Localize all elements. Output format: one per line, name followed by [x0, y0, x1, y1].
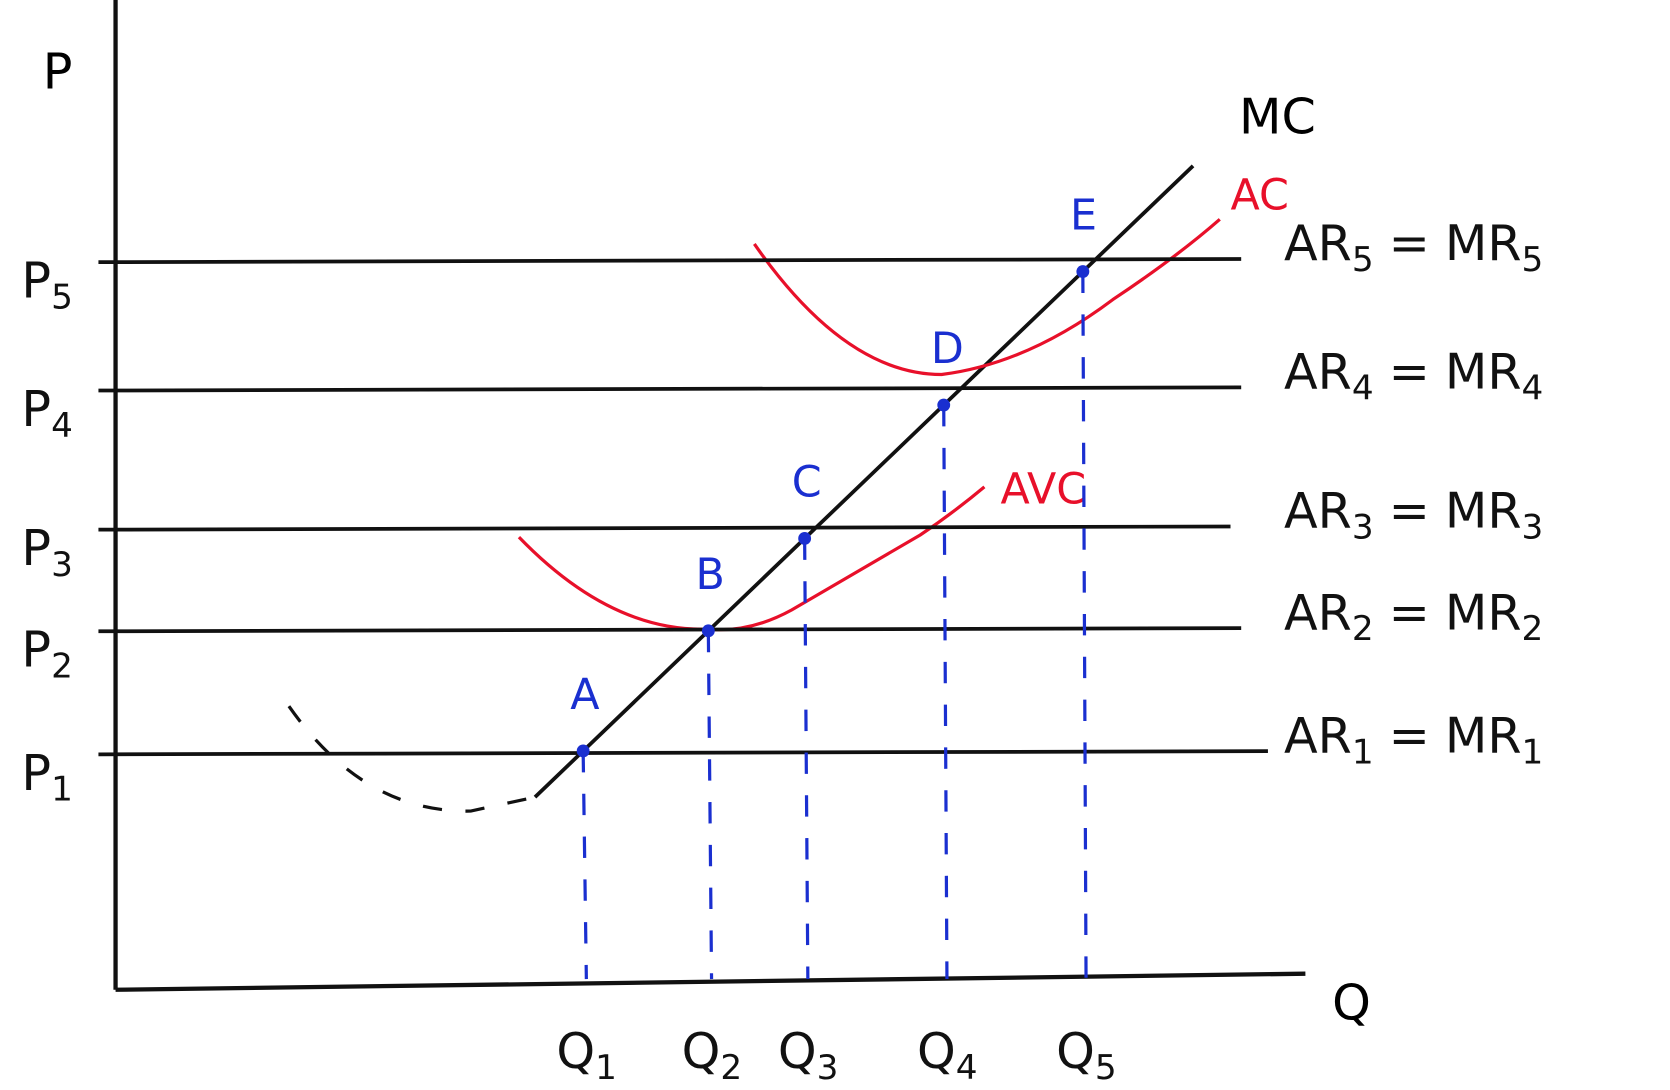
price-label-sub: 3 — [51, 545, 73, 585]
revenue-label: AR5 = MR5 — [1284, 214, 1543, 280]
price-label: P4 — [21, 379, 72, 445]
price-line — [98, 626, 1242, 634]
price-line — [98, 385, 1242, 393]
price-label-sub: 4 — [51, 405, 73, 445]
revenue-label: AR4 = MR4 — [1284, 342, 1543, 408]
mc-label: MC — [1239, 87, 1316, 145]
quantity-label-sub: 5 — [1095, 1047, 1117, 1087]
equals: = — [1389, 214, 1430, 272]
intersection-point — [798, 532, 812, 545]
point-label: B — [696, 550, 725, 600]
equals: = — [1389, 481, 1430, 539]
quantity-label-base: Q — [917, 1021, 956, 1079]
quantity-dropline — [942, 405, 949, 980]
revenue-label: AR1 = MR1 — [1284, 706, 1543, 772]
quantity-dropline — [581, 750, 588, 980]
quantity-label-base: Q — [682, 1021, 721, 1079]
price-label-base: P — [21, 251, 51, 309]
ar-base: AR — [1284, 214, 1352, 272]
avc-curve — [517, 485, 986, 632]
quantity-label-sub: 3 — [817, 1047, 839, 1087]
price-label-base: P — [21, 620, 51, 678]
price-line — [98, 257, 1242, 265]
price-label-sub: 2 — [51, 646, 73, 686]
mr-sub: 3 — [1522, 507, 1544, 547]
x-axis — [115, 971, 1306, 992]
mr-sub: 2 — [1522, 609, 1544, 649]
price-label: P1 — [21, 743, 72, 809]
quantity-label: Q4 — [917, 1021, 978, 1087]
quantity-label-base: Q — [556, 1021, 595, 1079]
ac-label: AC — [1230, 170, 1288, 220]
intersection-point — [1076, 265, 1090, 278]
price-line — [98, 524, 1231, 532]
price-label-base: P — [21, 519, 51, 577]
point-label: C — [792, 457, 822, 507]
quantity-label-base: Q — [778, 1021, 817, 1079]
mr-base: MR — [1445, 214, 1522, 272]
quantity-label-sub: 1 — [595, 1047, 617, 1087]
mc-lower-dashed — [287, 705, 536, 813]
price-label-sub: 5 — [51, 277, 73, 317]
price-line — [98, 749, 1268, 757]
equals: = — [1389, 706, 1430, 764]
price-label-base: P — [21, 379, 51, 437]
point-label: E — [1070, 191, 1097, 241]
price-label-base: P — [21, 743, 51, 801]
ar-sub: 4 — [1352, 368, 1374, 408]
equals: = — [1389, 342, 1430, 400]
quantity-dropline — [706, 630, 714, 980]
ar-sub: 3 — [1352, 507, 1374, 547]
quantity-label: Q1 — [556, 1021, 617, 1087]
intersection-point — [937, 398, 951, 412]
point-label: D — [931, 324, 964, 374]
avc-label: AVC — [1000, 465, 1086, 515]
price-label: P2 — [21, 620, 72, 686]
revenue-label: AR3 = MR3 — [1284, 481, 1543, 547]
price-label-sub: 1 — [51, 769, 73, 809]
mr-base: MR — [1445, 583, 1522, 641]
mr-base: MR — [1445, 342, 1522, 400]
ar-base: AR — [1284, 342, 1352, 400]
quantity-label: Q2 — [682, 1021, 743, 1087]
ar-sub: 5 — [1352, 240, 1374, 280]
price-label: P5 — [21, 251, 72, 317]
point-label: A — [570, 670, 599, 720]
intersection-point — [701, 624, 715, 638]
equals: = — [1389, 583, 1430, 641]
quantity-label: Q3 — [778, 1021, 839, 1087]
price-label: P3 — [21, 519, 72, 585]
ar-base: AR — [1284, 481, 1352, 539]
quantity-dropline — [803, 538, 810, 980]
ac-curve — [753, 218, 1221, 377]
quantity-label-sub: 2 — [720, 1047, 742, 1087]
x-axis-label: Q — [1332, 973, 1371, 1031]
revenue-label: AR2 = MR2 — [1284, 583, 1543, 649]
quantity-dropline — [1081, 271, 1088, 980]
mr-base: MR — [1445, 481, 1522, 539]
quantity-label-sub: 4 — [956, 1047, 978, 1087]
mr-sub: 1 — [1522, 732, 1544, 772]
intersection-point — [576, 744, 590, 758]
mr-sub: 5 — [1522, 240, 1544, 280]
quantity-label-base: Q — [1056, 1021, 1095, 1079]
quantity-label: Q5 — [1056, 1021, 1117, 1087]
mr-sub: 4 — [1522, 368, 1544, 408]
ar-base: AR — [1284, 583, 1352, 641]
ar-base: AR — [1284, 706, 1352, 764]
ar-sub: 1 — [1352, 732, 1374, 772]
mr-base: MR — [1445, 706, 1522, 764]
y-axis-label: P — [43, 42, 73, 100]
ar-sub: 2 — [1352, 609, 1374, 649]
